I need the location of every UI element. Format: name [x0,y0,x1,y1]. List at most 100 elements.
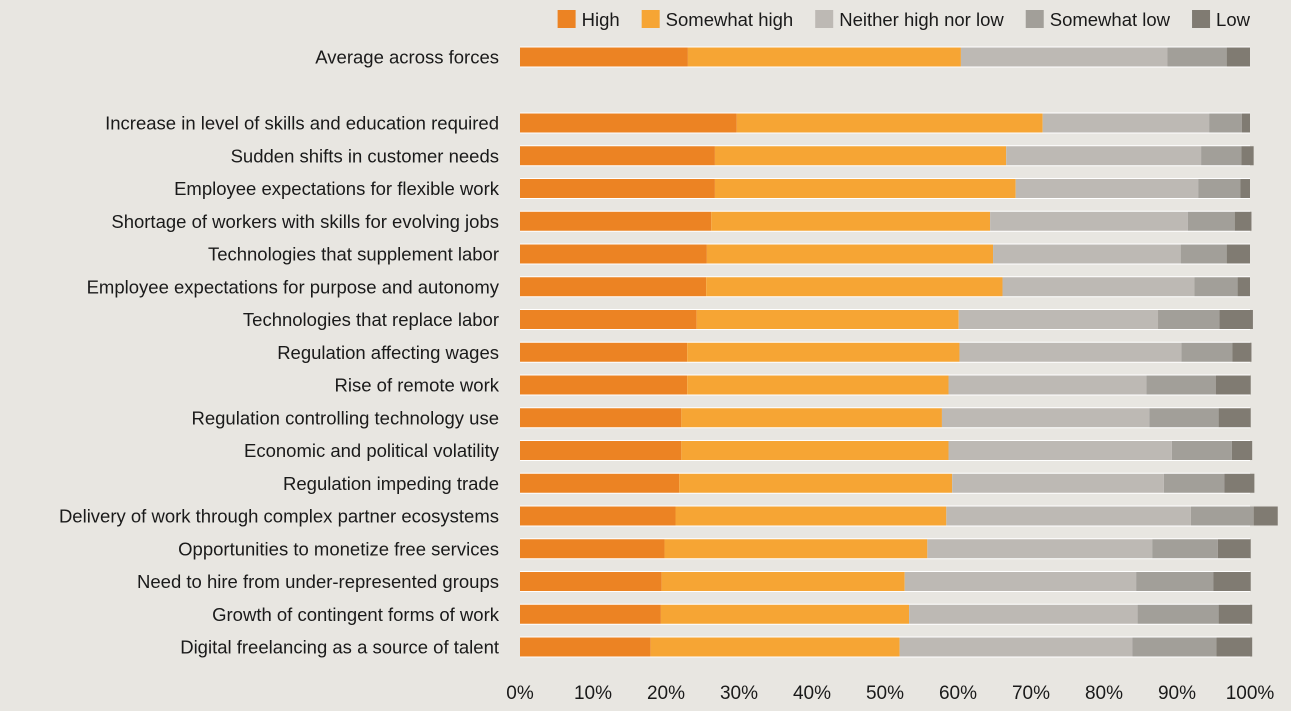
bar-segment-low [1213,572,1251,591]
bar-segment-somewhat-high [696,310,959,329]
bar-segment-low [1240,179,1250,198]
legend-item-low: Low [1192,9,1251,30]
x-tick-label: 10% [574,683,612,704]
bar-segment-neither-high-nor-low [948,375,1147,395]
category-label: Regulation impeding trade [283,473,499,494]
bar-segment-neither-high-nor-low [958,310,1159,329]
legend-item-neither-high-nor-low: Neither high nor low [815,9,1004,30]
bar-segment-low [1253,506,1278,526]
bar-segment-high [520,342,688,362]
bar-segment-somewhat-high [679,473,953,493]
bar-segment-low [1216,637,1253,657]
x-tick-label: 0% [506,683,534,704]
category-label: Rise of remote work [335,375,500,396]
bar-segment-somewhat-low [1198,179,1241,198]
bar-segment-high [520,211,712,231]
category-label: Economic and political volatility [244,440,500,461]
bar-segment-somewhat-low [1180,244,1227,264]
category-label: Shortage of workers with skills for evol… [111,211,499,232]
bar-segment-neither-high-nor-low [909,604,1138,624]
bar-segment-high [520,277,707,297]
bar-segment-neither-high-nor-low [993,244,1181,264]
bar-segment-low [1218,408,1251,428]
bar-segment-neither-high-nor-low [946,506,1191,526]
legend-swatch [1192,10,1211,28]
bar-segment-somewhat-high [687,342,960,362]
bar-area [520,46,1278,658]
bar-segment-somewhat-high [706,277,1003,297]
bar-segment-neither-high-nor-low [1002,277,1195,297]
bar-segment-somewhat-high [711,211,991,231]
x-tick-label: 90% [1158,683,1196,704]
bar-segment-neither-high-nor-low [899,637,1133,657]
legend-swatch [815,10,834,28]
category-label: Need to hire from under-represented grou… [137,571,499,592]
bar-segment-somewhat-low [1209,113,1242,133]
bar-segment-low [1237,277,1250,297]
bar-segment-high [520,473,680,493]
bar-segment-neither-high-nor-low [1006,146,1202,166]
legend-item-high: High [557,9,620,30]
bar-segment-neither-high-nor-low [960,47,1168,67]
bar-segment-low [1226,244,1250,264]
bar-segment-somewhat-low [1149,408,1219,428]
category-label: Technologies that replace labor [243,309,499,330]
bar-segment-somewhat-low [1167,47,1227,67]
bar-segment-somewhat-high [660,604,910,624]
x-tick-label: 20% [647,683,685,704]
legend-label: High [582,9,620,30]
x-tick-label: 50% [866,683,904,704]
bar-segment-somewhat-low [1158,310,1220,329]
bar-segment-high [520,47,688,67]
bar-segment-somewhat-low [1187,211,1235,231]
x-tick-label: 80% [1085,683,1123,704]
bar-segment-somewhat-high [736,113,1043,133]
bar-segment-low [1224,473,1255,493]
bar-segment-neither-high-nor-low [990,211,1188,231]
bar-segment-somewhat-high [681,408,942,428]
bar-segment-low [1232,342,1252,362]
category-label: Digital freelancing as a source of talen… [180,637,499,658]
bar-segment-high [520,179,715,198]
bar-segment-somewhat-low [1132,637,1217,657]
x-tick-label: 100% [1226,683,1275,704]
legend-swatch [557,10,576,28]
bar-segment-high [520,572,662,591]
bar-segment-neither-high-nor-low [927,539,1153,559]
bar-segment-somewhat-low [1163,473,1225,493]
legend-label: Somewhat high [666,9,794,30]
bar-segment-somewhat-high [714,179,1016,198]
bar-segment-somewhat-low [1137,604,1219,624]
bar-segment-somewhat-high [664,539,928,559]
bar-segment-somewhat-low [1190,506,1254,526]
legend-swatch [641,10,660,28]
bar-segment-somewhat-low [1181,342,1233,362]
bar-segment-high [520,310,697,329]
category-label: Employee expectations for purpose and au… [87,276,500,297]
bar-segment-neither-high-nor-low [941,408,1150,428]
category-label: Growth of contingent forms of work [212,604,500,625]
bar-segment-low [1234,211,1252,231]
bar-segment-low [1218,604,1253,624]
bar-segment-somewhat-high [687,375,949,395]
bar-segment-low [1219,310,1253,329]
bar-segment-low [1241,146,1254,166]
category-label: Opportunities to monetize free services [178,538,499,559]
category-label: Employee expectations for flexible work [174,178,500,199]
legend-label: Low [1216,9,1251,30]
x-tick-label: 40% [793,683,831,704]
bar-segment-somewhat-high [661,572,905,591]
bar-segment-high [520,506,676,526]
legend-label: Neither high nor low [839,9,1004,30]
bar-segment-somewhat-high [714,146,1007,166]
bar-segment-high [520,375,688,395]
bar-segment-low [1215,375,1251,395]
bar-segment-neither-high-nor-low [952,473,1164,493]
bar-segment-low [1226,47,1250,67]
category-label: Regulation affecting wages [277,342,499,363]
bar-segment-somewhat-low [1152,539,1218,559]
bar-segment-somewhat-low [1201,146,1242,166]
bar-segment-high [520,604,661,624]
bar-segment-somewhat-high [681,441,949,460]
